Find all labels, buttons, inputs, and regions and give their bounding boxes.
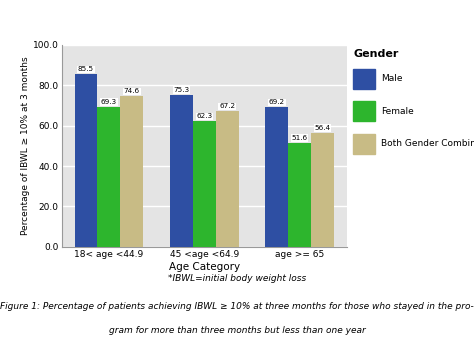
- Y-axis label: Percentage of IBWL ≥ 10% at 3 months: Percentage of IBWL ≥ 10% at 3 months: [21, 57, 30, 235]
- Bar: [74, 74, 98, 247]
- X-axis label: Age Category: Age Category: [169, 261, 240, 272]
- Bar: [120, 96, 143, 247]
- Bar: [170, 95, 193, 247]
- Bar: [193, 121, 216, 247]
- FancyBboxPatch shape: [353, 134, 375, 154]
- Text: Female: Female: [381, 107, 414, 116]
- Text: 75.3: 75.3: [173, 87, 190, 93]
- Text: Both Gender Combined: Both Gender Combined: [381, 139, 474, 148]
- Text: 69.3: 69.3: [101, 99, 117, 105]
- Text: 69.2: 69.2: [269, 99, 285, 105]
- Text: Figure 1: Percentage of patients achieving IBWL ≥ 10% at three months for those : Figure 1: Percentage of patients achievi…: [0, 302, 474, 311]
- Text: Male: Male: [381, 74, 403, 83]
- FancyBboxPatch shape: [353, 69, 375, 89]
- Text: gram for more than three months but less than one year: gram for more than three months but less…: [109, 326, 365, 335]
- Text: 74.6: 74.6: [124, 88, 140, 94]
- Text: 62.3: 62.3: [196, 113, 212, 119]
- Bar: [311, 133, 334, 247]
- Text: 56.4: 56.4: [314, 125, 331, 131]
- Text: 67.2: 67.2: [219, 103, 235, 109]
- Bar: [288, 143, 311, 247]
- Text: Gender: Gender: [353, 49, 399, 59]
- Text: 51.6: 51.6: [292, 135, 308, 141]
- FancyBboxPatch shape: [353, 101, 375, 121]
- Bar: [265, 107, 288, 247]
- Text: 85.5: 85.5: [78, 66, 94, 72]
- Bar: [216, 111, 238, 247]
- Bar: [98, 107, 120, 247]
- Text: *IBWL=initial body weight loss: *IBWL=initial body weight loss: [168, 274, 306, 283]
